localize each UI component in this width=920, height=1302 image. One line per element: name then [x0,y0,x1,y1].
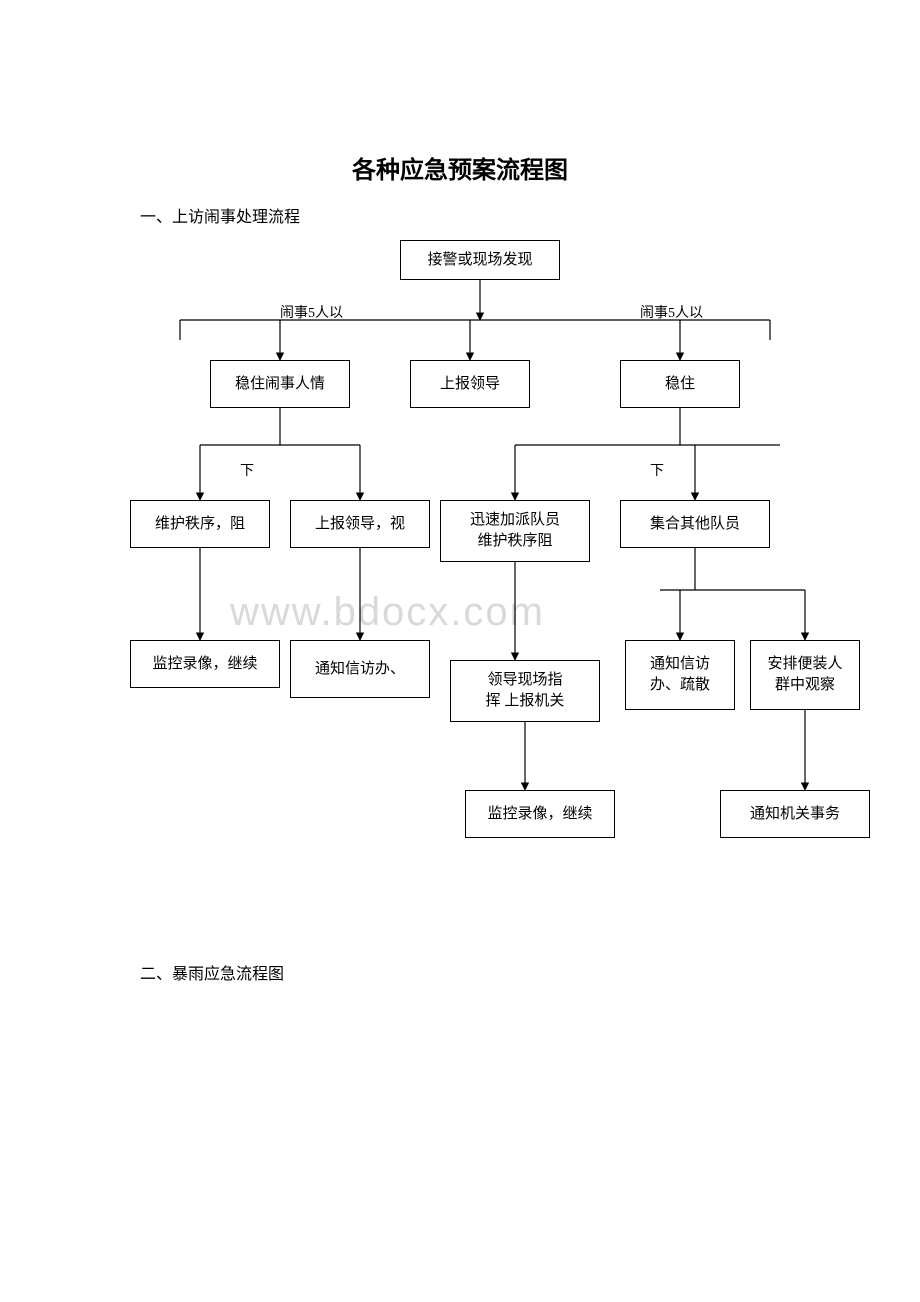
node-l5b-label: 通知机关事务 [750,804,840,825]
edge-label-mid2: 下 [650,460,664,480]
section-1-text: 一、上访闹事处理流程 [140,209,300,226]
node-l4c: 领导现场指 挥 上报机关 [450,660,600,722]
node-l3d-label: 集合其他队员 [650,514,740,535]
node-start: 接警或现场发现 [400,240,560,280]
node-l4c-label: 领导现场指 挥 上报机关 [486,670,565,712]
node-l5a: 监控录像，继续 [465,790,615,838]
node-l2b: 上报领导 [410,360,530,408]
section-1-heading: 一、上访闹事处理流程 [140,203,300,227]
edge-label-mid2-text: 下 [650,464,664,479]
node-l5a-label: 监控录像，继续 [487,804,592,825]
node-l3c: 迅速加派队员 维护秩序阻 [440,500,590,562]
node-l4a-label: 监控录像，继续 [152,654,257,675]
section-2-text: 二、暴雨应急流程图 [140,966,284,983]
edge-label-right-text: 闹事5人以 [640,306,703,321]
node-l4e-label: 安排便装人 群中观察 [767,654,842,696]
node-l3c-label: 迅速加派队员 维护秩序阻 [470,510,560,552]
node-l4d-label: 通知信访 办、疏散 [650,654,710,696]
node-l2c: 稳住 [620,360,740,408]
node-l4b: 通知信访办、 [290,640,430,698]
edge-label-mid1: 下 [240,460,254,480]
node-l3b: 上报领导，视 [290,500,430,548]
edge-label-left-text: 闹事5人以 [280,306,343,321]
node-l4e: 安排便装人 群中观察 [750,640,860,710]
node-start-label: 接警或现场发现 [427,250,532,271]
edge-label-mid1-text: 下 [240,464,254,479]
watermark: www.bdocx.com [230,590,545,635]
node-l2a: 稳住闹事人情 [210,360,350,408]
node-l5b: 通知机关事务 [720,790,870,838]
node-l4a: 监控录像，继续 [130,640,280,688]
node-l3a-label: 维护秩序，阻 [155,514,245,535]
watermark-text: www.bdocx.com [230,590,545,634]
page-title-text: 各种应急预案流程图 [352,158,568,184]
node-l3d: 集合其他队员 [620,500,770,548]
node-l3b-label: 上报领导，视 [315,514,405,535]
section-2-heading: 二、暴雨应急流程图 [140,960,284,984]
node-l4d: 通知信访 办、疏散 [625,640,735,710]
page-title: 各种应急预案流程图 [0,150,920,185]
node-l4b-label: 通知信访办、 [315,659,405,680]
node-l3a: 维护秩序，阻 [130,500,270,548]
node-l2c-label: 稳住 [665,374,695,395]
edge-label-left: 闹事5人以 [280,302,343,322]
node-l2b-label: 上报领导 [440,374,500,395]
edge-label-right: 闹事5人以 [640,302,703,322]
node-l2a-label: 稳住闹事人情 [235,374,325,395]
